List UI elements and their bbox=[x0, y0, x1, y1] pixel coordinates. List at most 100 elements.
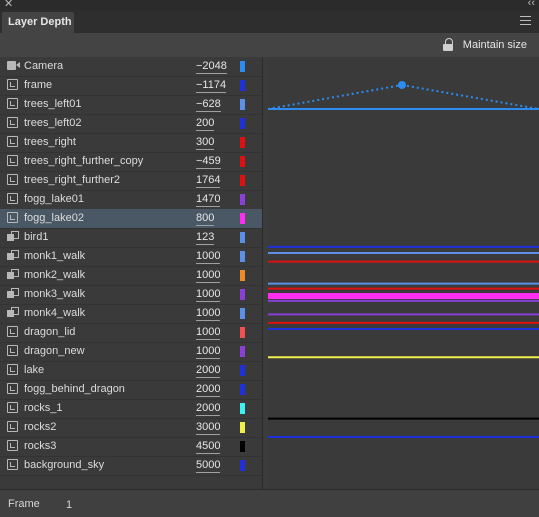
panel-menu-icon[interactable] bbox=[520, 16, 531, 25]
layer-name: monk4_walk bbox=[24, 307, 86, 319]
layer-color-swatch[interactable] bbox=[240, 384, 245, 395]
layer-row[interactable]: bird1 123 bbox=[0, 228, 262, 248]
layer-color-swatch[interactable] bbox=[240, 365, 245, 376]
layer-depth-value[interactable]: 1000 bbox=[196, 307, 221, 321]
depth-graph[interactable] bbox=[268, 57, 539, 489]
layer-color-swatch[interactable] bbox=[240, 156, 245, 167]
layer-row[interactable]: monk1_walk 1000 bbox=[0, 247, 262, 267]
layer-color-swatch[interactable] bbox=[240, 460, 245, 471]
layer-row[interactable]: fogg_lake01 1470 bbox=[0, 190, 262, 210]
layer-name: monk1_walk bbox=[24, 250, 86, 262]
layer-depth-value[interactable]: 1000 bbox=[196, 250, 221, 264]
layer-depth-value[interactable]: 1764 bbox=[196, 174, 221, 188]
layer-depth-value[interactable]: 200 bbox=[196, 117, 215, 131]
layer-row[interactable]: monk4_walk 1000 bbox=[0, 304, 262, 324]
layer-icon bbox=[7, 440, 18, 451]
layer-name: background_sky bbox=[24, 459, 105, 471]
layer-row[interactable]: lake 2000 bbox=[0, 361, 262, 381]
layer-icon bbox=[7, 402, 18, 413]
layer-depth-value[interactable]: −628 bbox=[196, 98, 221, 112]
layer-icon bbox=[7, 155, 18, 166]
layer-depth-value[interactable]: 3000 bbox=[196, 421, 221, 435]
layer-icon bbox=[7, 212, 18, 223]
lock-icon bbox=[442, 38, 456, 52]
layer-row[interactable]: monk3_walk 1000 bbox=[0, 285, 262, 305]
layer-depth-value[interactable]: 2000 bbox=[196, 364, 221, 378]
layer-color-swatch[interactable] bbox=[240, 137, 245, 148]
layer-icon bbox=[7, 345, 18, 356]
layer-color-swatch[interactable] bbox=[240, 194, 245, 205]
layer-depth-value[interactable]: 123 bbox=[196, 231, 215, 245]
layer-row[interactable]: dragon_new 1000 bbox=[0, 342, 262, 362]
layer-icon bbox=[7, 383, 18, 394]
layer-icon bbox=[7, 421, 18, 432]
layer-color-swatch[interactable] bbox=[240, 118, 245, 129]
layer-depth-value[interactable]: 1000 bbox=[196, 345, 221, 359]
layer-color-swatch[interactable] bbox=[240, 270, 245, 281]
layer-row[interactable]: trees_right 300 bbox=[0, 133, 262, 153]
layer-color-swatch[interactable] bbox=[240, 175, 245, 186]
layer-row[interactable]: trees_left02 200 bbox=[0, 114, 262, 134]
layer-row[interactable]: rocks_1 2000 bbox=[0, 399, 262, 419]
layer-row[interactable]: dragon_lid 1000 bbox=[0, 323, 262, 343]
layer-color-swatch[interactable] bbox=[240, 327, 245, 338]
layer-name: Camera bbox=[24, 60, 64, 72]
layer-row[interactable]: Camera −2048 bbox=[0, 57, 262, 77]
layer-row[interactable]: fogg_lake02 800 bbox=[0, 209, 262, 229]
frame-value[interactable]: 1 bbox=[66, 499, 73, 511]
layer-row[interactable]: trees_right_further_copy −459 bbox=[0, 152, 262, 172]
layer-color-swatch[interactable] bbox=[240, 289, 245, 300]
layer-icon bbox=[7, 193, 18, 204]
layer-name: fogg_lake01 bbox=[24, 193, 84, 205]
layer-depth-value[interactable]: 2000 bbox=[196, 383, 221, 397]
motion-icon bbox=[7, 231, 19, 242]
camera-handle bbox=[398, 81, 406, 89]
layer-depth-value[interactable]: 1000 bbox=[196, 326, 221, 340]
layer-color-swatch[interactable] bbox=[240, 422, 245, 433]
layer-color-swatch[interactable] bbox=[240, 61, 245, 72]
close-icon[interactable]: ✕ bbox=[4, 0, 14, 10]
layer-depth-value[interactable]: 1470 bbox=[196, 193, 221, 207]
layer-depth-value[interactable]: 2000 bbox=[196, 402, 221, 416]
camera-frustum-line bbox=[401, 84, 539, 110]
layer-name: trees_right_further2 bbox=[24, 174, 120, 186]
layer-depth-value[interactable]: −1174 bbox=[196, 79, 227, 93]
layer-color-swatch[interactable] bbox=[240, 251, 245, 262]
layer-list: Camera −2048 frame −1174 trees_left01 −628 tre… bbox=[0, 57, 263, 489]
layer-color-swatch[interactable] bbox=[240, 346, 245, 357]
layer-row[interactable]: frame −1174 bbox=[0, 76, 262, 96]
layer-depth-value[interactable]: 800 bbox=[196, 212, 215, 226]
layer-depth-value[interactable]: 5000 bbox=[196, 459, 221, 473]
layer-color-swatch[interactable] bbox=[240, 232, 245, 243]
layer-color-swatch[interactable] bbox=[240, 99, 245, 110]
panel-tab-bar: Layer Depth bbox=[0, 10, 539, 33]
layer-color-swatch[interactable] bbox=[240, 403, 245, 414]
maintain-size-button[interactable]: Maintain size bbox=[442, 38, 527, 52]
layer-color-swatch[interactable] bbox=[240, 441, 245, 452]
layer-color-swatch[interactable] bbox=[240, 80, 245, 91]
toolbar: Maintain size bbox=[0, 33, 539, 57]
layer-row[interactable]: background_sky 5000 bbox=[0, 456, 262, 476]
collapse-icon[interactable]: ‹‹ bbox=[527, 0, 535, 9]
layer-row[interactable]: rocks3 4500 bbox=[0, 437, 262, 457]
layer-icon bbox=[7, 117, 18, 128]
layer-depth-value[interactable]: −2048 bbox=[196, 60, 227, 74]
layer-row[interactable]: trees_right_further2 1764 bbox=[0, 171, 262, 191]
layer-row[interactable]: fogg_behind_dragon 2000 bbox=[0, 380, 262, 400]
layer-row[interactable]: trees_left01 −628 bbox=[0, 95, 262, 115]
layer-name: fogg_behind_dragon bbox=[24, 383, 125, 395]
layer-name: trees_right_further_copy bbox=[24, 155, 144, 167]
layer-depth-value[interactable]: 300 bbox=[196, 136, 215, 150]
layer-name: frame bbox=[24, 79, 53, 91]
layer-color-swatch[interactable] bbox=[240, 308, 245, 319]
layer-row[interactable]: rocks2 3000 bbox=[0, 418, 262, 438]
layer-icon bbox=[7, 98, 18, 109]
layer-depth-value[interactable]: 1000 bbox=[196, 269, 221, 283]
layer-depth-value[interactable]: −459 bbox=[196, 155, 221, 169]
layer-color-swatch[interactable] bbox=[240, 213, 245, 224]
tab-layer-depth[interactable]: Layer Depth bbox=[2, 12, 74, 33]
layer-depth-value[interactable]: 4500 bbox=[196, 440, 221, 454]
layer-row[interactable]: monk2_walk 1000 bbox=[0, 266, 262, 286]
motion-icon bbox=[7, 250, 19, 261]
layer-depth-value[interactable]: 1000 bbox=[196, 288, 221, 302]
